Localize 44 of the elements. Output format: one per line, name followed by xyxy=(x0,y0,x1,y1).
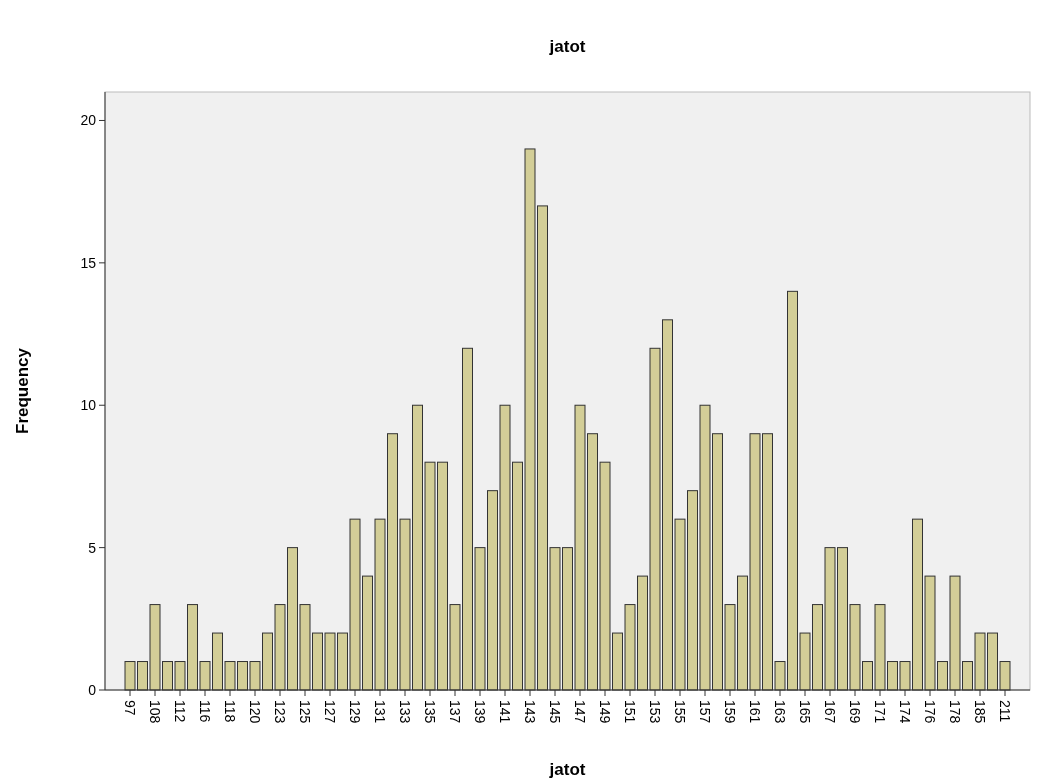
x-tick-label: 108 xyxy=(147,700,163,724)
x-tick-label: 161 xyxy=(747,700,763,724)
x-tick-label: 165 xyxy=(797,700,813,724)
x-tick-label: 169 xyxy=(847,700,863,724)
x-tick-label: 116 xyxy=(197,700,213,723)
x-tick-label: 135 xyxy=(422,700,438,724)
x-tick-label: 125 xyxy=(297,700,313,724)
x-tick-label: 133 xyxy=(397,700,413,724)
y-tick-label: 5 xyxy=(88,539,97,556)
x-tick-label: 123 xyxy=(272,700,288,724)
x-tick-label: 143 xyxy=(522,700,538,724)
y-tick-label: 20 xyxy=(80,112,97,129)
x-tick-label: 147 xyxy=(572,700,588,724)
x-tick-label: 153 xyxy=(647,700,663,724)
x-tick-label: 155 xyxy=(672,700,688,724)
x-tick-label: 112 xyxy=(172,700,188,723)
x-tick-label: 159 xyxy=(722,700,738,724)
x-tick-label: 163 xyxy=(772,700,788,724)
x-tick-label: 129 xyxy=(347,700,363,724)
x-tick-label: 176 xyxy=(922,700,938,724)
x-tick-label: 174 xyxy=(897,700,913,724)
x-tick-label: 127 xyxy=(322,700,338,724)
x-tick-label: 167 xyxy=(822,700,838,724)
x-tick-label: 171 xyxy=(872,700,888,724)
y-tick-label: 15 xyxy=(80,254,97,271)
y-tick-label: 10 xyxy=(80,397,97,414)
x-tick-label: 141 xyxy=(497,700,513,724)
y-axis-title: Frequency xyxy=(13,347,32,434)
x-tick-label: 118 xyxy=(222,700,238,723)
x-tick-label: 97 xyxy=(122,700,138,716)
x-axis-title: jatot xyxy=(548,760,586,779)
x-tick-label: 137 xyxy=(447,700,463,724)
x-tick-label: 185 xyxy=(972,700,988,724)
x-tick-label: 120 xyxy=(247,700,263,724)
x-tick-label: 145 xyxy=(547,700,563,724)
x-tick-label: 139 xyxy=(472,700,488,724)
x-tick-label: 149 xyxy=(597,700,613,724)
x-tick-label: 131 xyxy=(372,700,388,724)
chart-title: jatot xyxy=(548,37,586,56)
y-tick-label: 0 xyxy=(88,681,97,698)
x-tick-label: 151 xyxy=(622,700,638,724)
x-tick-label: 157 xyxy=(697,700,713,724)
x-tick-label: 178 xyxy=(947,700,963,724)
x-tick-label: 211 xyxy=(997,700,1013,723)
